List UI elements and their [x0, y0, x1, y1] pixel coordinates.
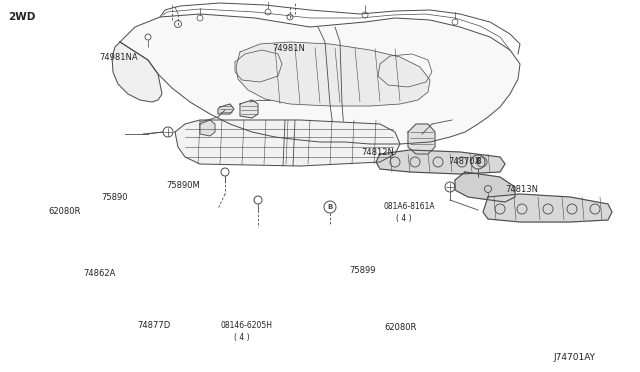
- Polygon shape: [408, 124, 435, 154]
- Text: ( 4 ): ( 4 ): [234, 333, 249, 342]
- Text: 75890: 75890: [101, 193, 127, 202]
- Text: 75890M: 75890M: [166, 182, 200, 190]
- Polygon shape: [455, 172, 515, 202]
- Text: 74981N: 74981N: [272, 44, 305, 53]
- Text: 62080R: 62080R: [384, 323, 417, 332]
- Text: 75899: 75899: [349, 266, 375, 275]
- Text: 74862A: 74862A: [83, 269, 116, 278]
- Text: J74701AY: J74701AY: [554, 353, 596, 362]
- Text: 08146-6205H: 08146-6205H: [221, 321, 273, 330]
- Polygon shape: [376, 150, 505, 174]
- Text: 081A6-8161A: 081A6-8161A: [384, 202, 436, 211]
- Polygon shape: [483, 194, 612, 222]
- Text: B: B: [475, 157, 481, 167]
- Text: 74813N: 74813N: [506, 185, 539, 194]
- Polygon shape: [236, 42, 430, 106]
- Polygon shape: [240, 100, 258, 118]
- Text: 2WD: 2WD: [8, 12, 35, 22]
- Polygon shape: [218, 104, 234, 114]
- Polygon shape: [175, 120, 400, 166]
- Polygon shape: [112, 42, 162, 102]
- Text: 62080R: 62080R: [48, 207, 81, 216]
- Text: 74812N: 74812N: [362, 148, 394, 157]
- Text: ( 4 ): ( 4 ): [396, 214, 411, 223]
- Polygon shape: [120, 14, 520, 144]
- Text: 74877D: 74877D: [138, 321, 171, 330]
- Text: B: B: [328, 204, 333, 210]
- Text: 74870X: 74870X: [448, 157, 481, 166]
- Polygon shape: [200, 120, 215, 136]
- Text: 74981NA: 74981NA: [99, 53, 138, 62]
